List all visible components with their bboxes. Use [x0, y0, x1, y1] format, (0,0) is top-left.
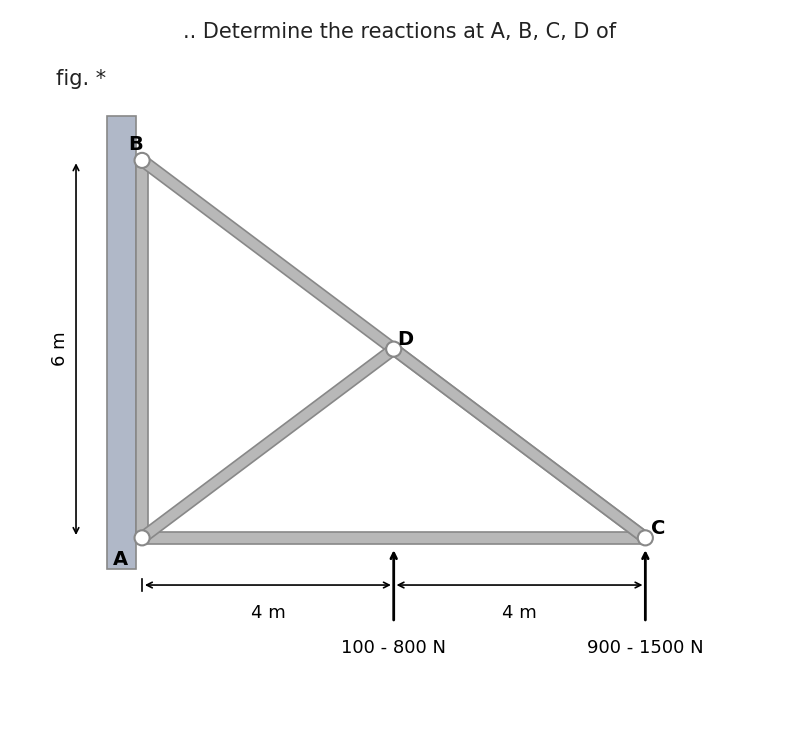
Polygon shape: [138, 156, 649, 542]
Polygon shape: [390, 345, 649, 542]
Text: C: C: [650, 519, 665, 538]
Text: B: B: [129, 135, 143, 154]
Circle shape: [134, 530, 150, 545]
Polygon shape: [142, 532, 646, 544]
Text: 900 - 1500 N: 900 - 1500 N: [587, 639, 704, 657]
Text: .. Determine the reactions at A, B, C, D of: .. Determine the reactions at A, B, C, D…: [183, 22, 617, 42]
Circle shape: [386, 342, 402, 356]
Text: fig. *: fig. *: [56, 69, 106, 89]
Polygon shape: [137, 160, 148, 538]
Circle shape: [638, 530, 653, 545]
Circle shape: [134, 153, 150, 168]
Text: 100 - 800 N: 100 - 800 N: [342, 639, 446, 657]
Polygon shape: [138, 345, 397, 542]
Text: D: D: [397, 330, 413, 349]
Text: A: A: [113, 550, 128, 569]
Text: 4 m: 4 m: [250, 604, 286, 622]
Bar: [107, 117, 136, 569]
Text: 4 m: 4 m: [502, 604, 537, 622]
Text: 6 m: 6 m: [51, 332, 70, 367]
